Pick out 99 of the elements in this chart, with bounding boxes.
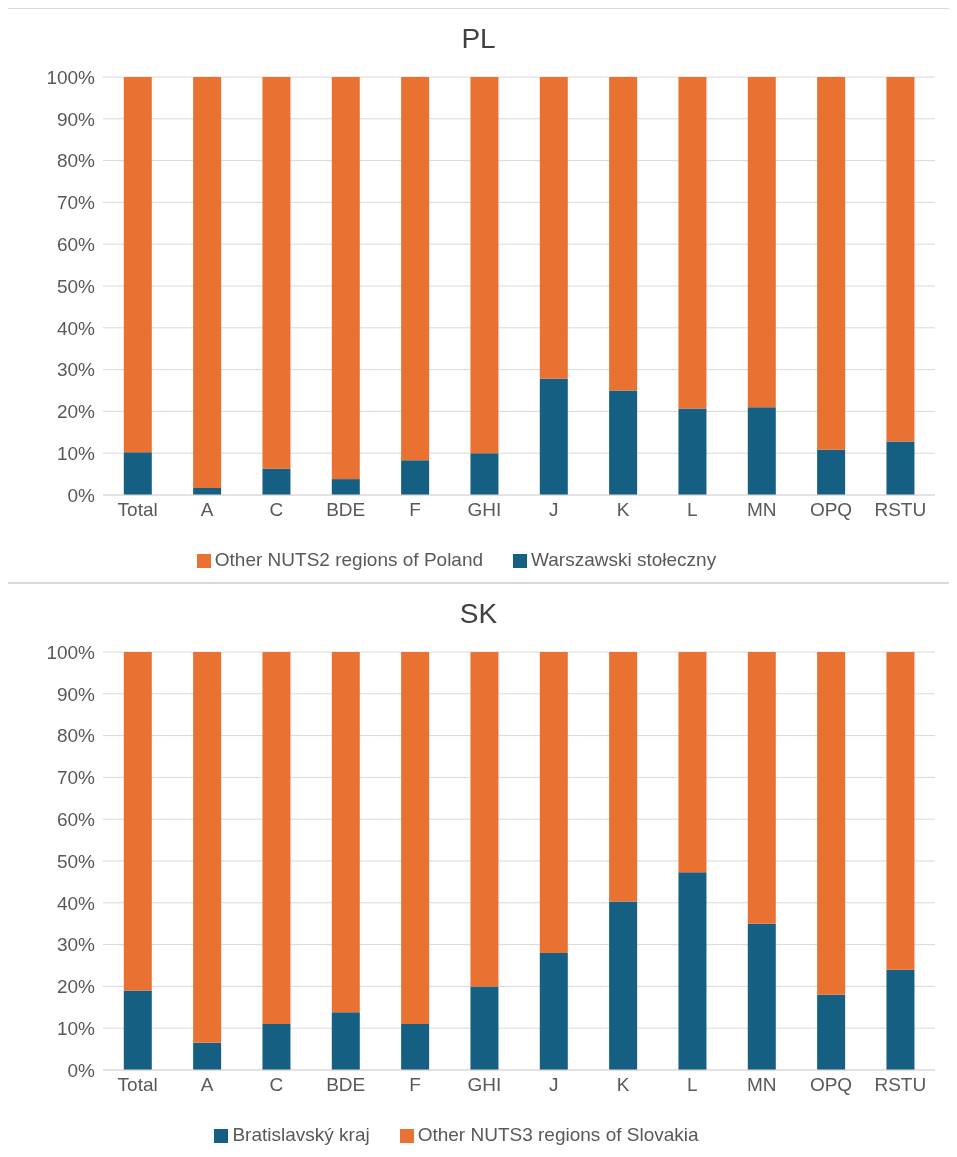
bar: [886, 969, 915, 1070]
bar: [401, 77, 430, 461]
y-tick-label: 90%: [56, 683, 96, 705]
bar: [678, 652, 707, 873]
x-tick-label: BDE: [326, 1074, 366, 1096]
chart-title: PL: [460, 22, 497, 56]
y-tick-label: 0%: [67, 484, 96, 506]
bar: [470, 453, 499, 495]
bar: [401, 1024, 430, 1070]
bar: [609, 901, 638, 1070]
y-tick-label: 60%: [56, 233, 96, 255]
bar: [401, 460, 430, 495]
x-tick-label: MN: [746, 499, 777, 521]
x-tick-label: K: [616, 1074, 630, 1096]
x-tick-label: GHI: [467, 499, 502, 521]
bar: [331, 77, 360, 480]
bar: [262, 77, 291, 469]
bar: [123, 452, 152, 495]
y-tick-label: 50%: [56, 275, 96, 297]
x-tick-label: MN: [746, 1074, 777, 1096]
y-tick-label: 30%: [56, 359, 96, 381]
bar: [401, 652, 430, 1025]
x-tick-label: C: [269, 1074, 284, 1096]
bar: [331, 652, 360, 1013]
y-tick-label: 10%: [56, 442, 96, 464]
bar: [678, 77, 707, 409]
bar: [747, 923, 776, 1070]
bar: [817, 77, 846, 450]
bar: [609, 652, 638, 902]
bar: [331, 1012, 360, 1070]
x-tick-label: K: [616, 499, 630, 521]
x-tick-label: OPQ: [809, 499, 853, 521]
y-tick-label: 90%: [56, 108, 96, 130]
y-tick-label: 40%: [56, 317, 96, 339]
bar: [193, 652, 222, 1043]
bar: [539, 77, 568, 379]
bar: [262, 1024, 291, 1070]
bar: [817, 449, 846, 495]
x-tick-label: BDE: [326, 499, 366, 521]
y-tick-label: 100%: [46, 66, 96, 88]
x-tick-label: A: [200, 499, 214, 521]
x-tick-label: OPQ: [809, 1074, 853, 1096]
bar: [539, 652, 568, 953]
bar: [747, 407, 776, 495]
bar: [470, 652, 499, 987]
bar: [470, 77, 499, 454]
bar: [817, 994, 846, 1070]
x-tick-label: RSTU: [874, 499, 927, 521]
x-tick-label: RSTU: [874, 1074, 927, 1096]
bar: [262, 652, 291, 1025]
bar: [886, 77, 915, 442]
chart-title: SK: [458, 597, 499, 631]
bar: [470, 986, 499, 1070]
y-tick-label: 0%: [67, 1059, 96, 1081]
x-tick-label: J: [548, 1074, 559, 1096]
y-tick-label: 80%: [56, 150, 96, 172]
y-tick-label: 30%: [56, 934, 96, 956]
y-tick-label: 70%: [56, 192, 96, 214]
bar: [262, 468, 291, 495]
x-tick-label: Total: [117, 499, 158, 521]
bar: [123, 652, 152, 991]
bar: [331, 479, 360, 495]
y-tick-label: 100%: [46, 641, 96, 663]
bar: [678, 408, 707, 495]
y-tick-label: 70%: [56, 767, 96, 789]
bar: [886, 652, 915, 970]
x-tick-label: J: [548, 499, 559, 521]
bar: [193, 77, 222, 488]
legend-label: Other NUTS3 regions of Slovakia: [417, 1124, 699, 1145]
y-tick-label: 40%: [56, 892, 96, 914]
y-tick-label: 80%: [56, 725, 96, 747]
legend-label: Warszawski stołeczny: [531, 549, 717, 570]
bar: [609, 77, 638, 391]
bar: [539, 952, 568, 1070]
y-tick-label: 20%: [56, 976, 96, 998]
y-tick-label: 60%: [56, 808, 96, 830]
bar: [747, 77, 776, 408]
x-tick-label: F: [409, 1074, 421, 1096]
x-tick-label: GHI: [467, 1074, 502, 1096]
x-tick-label: C: [269, 499, 284, 521]
x-tick-label: L: [687, 499, 698, 521]
bar: [678, 872, 707, 1070]
y-tick-label: 50%: [56, 850, 96, 872]
legend-label: Bratislavský kraj: [232, 1124, 370, 1145]
legend-label: Other NUTS2 regions of Poland: [214, 549, 484, 570]
bar: [747, 652, 776, 924]
y-tick-label: 10%: [56, 1017, 96, 1039]
bar: [193, 1042, 222, 1070]
bar: [539, 378, 568, 495]
bar: [123, 77, 152, 453]
bar: [609, 390, 638, 495]
bar: [886, 441, 915, 495]
bar: [123, 990, 152, 1070]
x-tick-label: F: [409, 499, 421, 521]
bar: [817, 652, 846, 995]
y-tick-label: 20%: [56, 401, 96, 423]
x-tick-label: A: [200, 1074, 214, 1096]
x-tick-label: L: [687, 1074, 698, 1096]
x-tick-label: Total: [117, 1074, 158, 1096]
